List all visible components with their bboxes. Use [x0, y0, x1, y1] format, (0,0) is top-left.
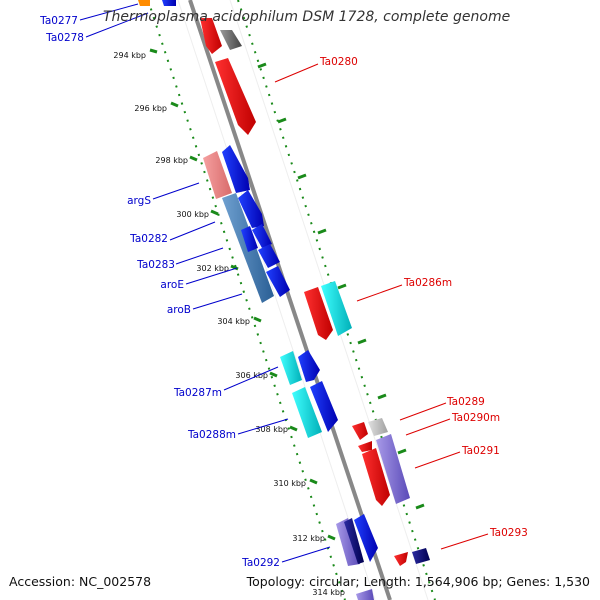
gene-label-ta0287m[interactable]: Ta0287m [173, 387, 222, 399]
gene-arrow [238, 190, 264, 228]
gene-arrow [321, 281, 352, 336]
gene-arrow [266, 266, 290, 297]
feature-lanes [177, 0, 429, 600]
kbp-ticks [149, 48, 425, 541]
kbp-label: 306 kbp [235, 371, 268, 380]
genome-title: Thermoplasma acidophilum DSM 1728, compl… [103, 9, 511, 25]
topology-info: Topology: circular; Length: 1,564,906 bp… [246, 574, 590, 589]
right-leader-lines [274, 63, 489, 550]
gene-label-ta0293[interactable]: Ta0293 [489, 527, 528, 539]
kbp-label: 310 kbp [273, 479, 306, 488]
gene-label-ta0282[interactable]: Ta0282 [129, 233, 168, 245]
gene-arrow [252, 224, 272, 248]
kbp-label: 314 kbp [312, 588, 345, 597]
gene-arrow [304, 287, 333, 340]
gene-arrow [354, 514, 378, 562]
gene-arrow [215, 58, 256, 135]
gene-arrow [336, 518, 360, 566]
gene-features-reverse [200, 18, 430, 566]
gene-arrow [310, 381, 338, 432]
gene-arrow [203, 151, 232, 199]
kbp-label: 304 kbp [217, 317, 250, 326]
kbp-tick-labels: 294 kbp 296 kbp 298 kbp 300 kbp 302 kbp … [113, 51, 345, 597]
gene-label-aroe[interactable]: aroE [160, 279, 184, 291]
left-leader-lines [79, 3, 331, 563]
gene-arrow [352, 422, 368, 440]
gene-features-forward [138, 0, 378, 600]
kbp-label: 312 kbp [292, 534, 325, 543]
gene-label-ta0280[interactable]: Ta0280 [319, 56, 358, 68]
right-gene-labels: Ta0280 Ta0286m Ta0289 Ta0290m Ta0291 Ta0… [319, 56, 528, 539]
gene-arrow [200, 18, 222, 54]
gene-arrow [292, 387, 322, 438]
gene-arrow [138, 0, 150, 6]
gene-label-arob[interactable]: aroB [167, 304, 191, 316]
gene-label-ta0288m[interactable]: Ta0288m [187, 429, 236, 441]
gene-arrow [298, 350, 320, 382]
gene-label-ta0277[interactable]: Ta0277 [39, 15, 78, 27]
gene-arrow [362, 448, 390, 506]
gene-arrow [358, 441, 372, 452]
gene-label-ta0286m[interactable]: Ta0286m [403, 277, 452, 289]
gene-label-ta0291[interactable]: Ta0291 [461, 445, 500, 457]
gene-arrow [241, 226, 258, 252]
kbp-label: 298 kbp [155, 156, 188, 165]
gene-arrow [412, 548, 430, 564]
kbp-label: 296 kbp [134, 104, 167, 113]
genome-backbone [188, 0, 392, 600]
gene-arrow [258, 244, 280, 268]
gene-label-ta0283[interactable]: Ta0283 [136, 259, 175, 271]
gene-arrow [162, 0, 176, 6]
gene-arrow [356, 589, 374, 600]
gene-arrow [222, 145, 250, 193]
gene-label-args[interactable]: argS [127, 195, 151, 207]
gene-arrow [376, 434, 410, 504]
kbp-label: 302 kbp [196, 264, 229, 273]
gene-arrow [344, 518, 364, 564]
gene-arrow [280, 351, 302, 385]
gene-label-ta0278[interactable]: Ta0278 [45, 32, 84, 44]
gene-label-ta0292[interactable]: Ta0292 [241, 557, 280, 569]
gene-arrow [368, 418, 388, 436]
gene-arrow [220, 30, 242, 50]
gene-arrow [394, 552, 408, 566]
left-gene-labels: Ta0277 Ta0278 argS Ta0282 Ta0283 aroE ar… [39, 15, 280, 569]
kbp-label: 300 kbp [176, 210, 209, 219]
accession-info: Accession: NC_002578 [9, 574, 152, 589]
gene-label-ta0290m[interactable]: Ta0290m [451, 412, 500, 424]
tick-track-left [147, 0, 346, 600]
kbp-label: 294 kbp [113, 51, 146, 60]
gene-label-ta0289[interactable]: Ta0289 [446, 396, 485, 408]
kbp-label: 308 kbp [255, 425, 288, 434]
